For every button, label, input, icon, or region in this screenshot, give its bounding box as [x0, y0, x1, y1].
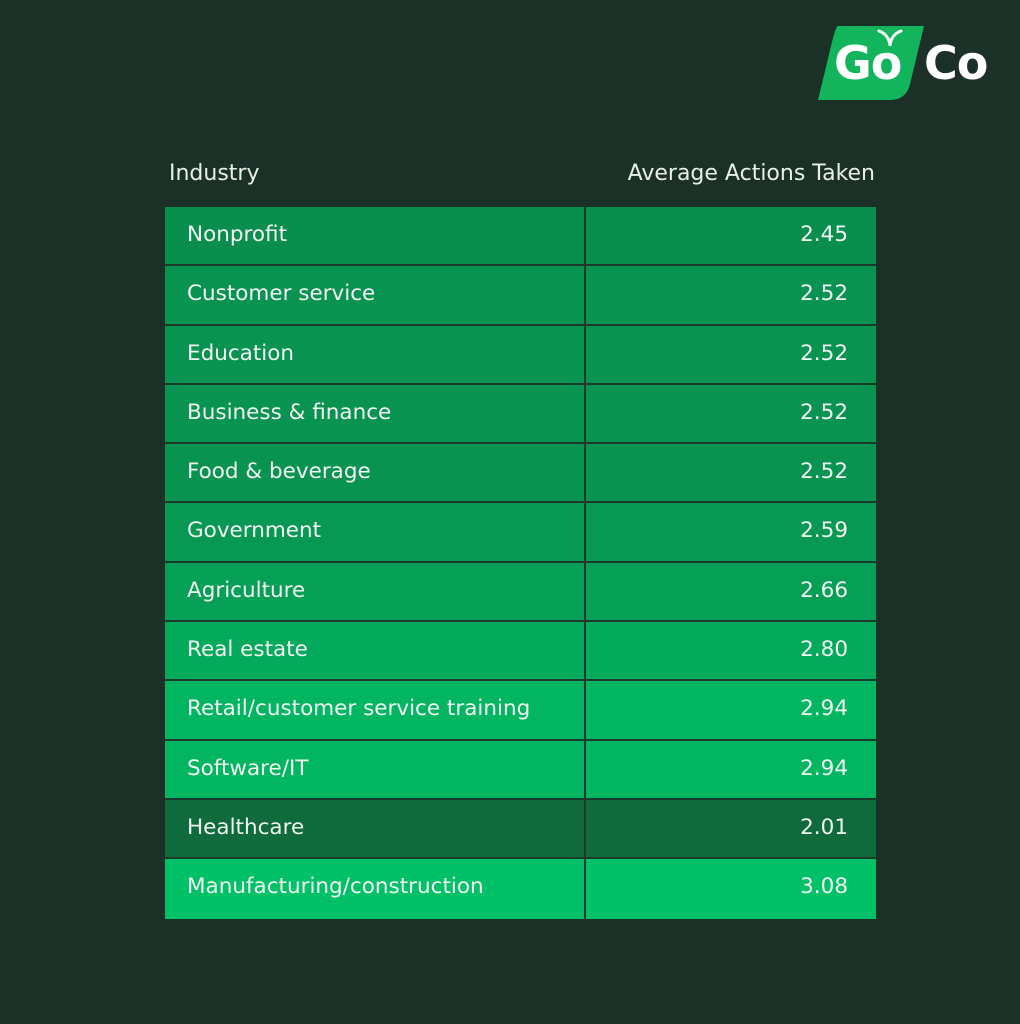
industry-label: Software/IT [165, 740, 586, 798]
average-actions-value: 2.59 [800, 518, 848, 544]
table-row: Food & beverage 2.52 [165, 444, 876, 504]
table-row: Government 2.59 [165, 503, 876, 563]
industry-label: Healthcare [165, 799, 586, 858]
table-row: Software/IT 2.94 [165, 740, 876, 800]
average-actions-value: 3.08 [800, 874, 848, 900]
industry-label: Manufacturing/construction [165, 859, 586, 919]
goco-logo: Go Co [816, 26, 1006, 102]
table-row: Education 2.52 [165, 325, 876, 385]
industry-label: Education [165, 325, 586, 383]
table-row: Nonprofit 2.45 [165, 207, 876, 267]
table-row: Retail/customer service training 2.94 [165, 681, 876, 741]
industry-label: Agriculture [165, 562, 586, 621]
logo-text-co: Co [924, 36, 988, 90]
industry-label: Government [165, 503, 586, 561]
industry-label: Real estate [165, 622, 586, 680]
industry-table: Nonprofit 2.45 Customer service 2.52 Educati… [165, 207, 876, 919]
average-actions-value: 2.66 [800, 577, 848, 603]
industry-label: Nonprofit [165, 207, 586, 265]
industry-label: Business & finance [165, 384, 586, 443]
column-header-average-actions: Average Actions Taken [627, 161, 875, 186]
logo-badge [818, 26, 924, 100]
sprout-icon [877, 29, 903, 46]
table-row: Business & finance 2.52 [165, 384, 876, 445]
table-row: Agriculture 2.66 [165, 562, 876, 623]
industry-label: Food & beverage [165, 444, 586, 502]
average-actions-value: 2.80 [800, 637, 848, 663]
table-row: Manufacturing/construction 3.08 [165, 859, 876, 919]
average-actions-value: 2.01 [800, 814, 848, 840]
average-actions-value: 2.94 [800, 755, 848, 781]
average-actions-value: 2.52 [800, 399, 848, 425]
average-actions-value: 2.52 [800, 459, 848, 485]
table-row: Real estate 2.80 [165, 622, 876, 682]
average-actions-value: 2.45 [800, 222, 848, 247]
column-header-industry: Industry [169, 161, 260, 186]
industry-label: Customer service [165, 266, 586, 324]
industry-label: Retail/customer service training [165, 681, 586, 739]
table-row: Customer service 2.52 [165, 266, 876, 326]
average-actions-value: 2.94 [800, 696, 848, 722]
average-actions-value: 2.52 [800, 340, 848, 366]
logo-badge-shape [818, 26, 924, 100]
average-actions-value: 2.52 [800, 281, 848, 307]
table-row: Healthcare 2.01 [165, 799, 876, 860]
